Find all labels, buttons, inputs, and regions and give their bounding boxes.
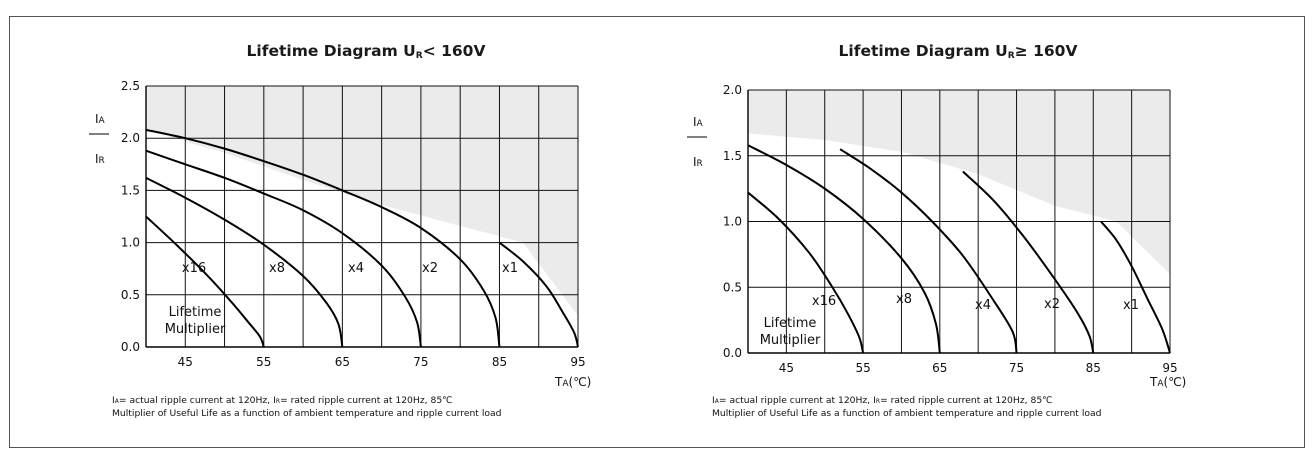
chart-title-sub: R [1008, 51, 1015, 61]
series-label-x2: x2 [422, 261, 438, 276]
chart-title-tail: < 160V [423, 42, 486, 60]
curve-x16 [747, 191, 865, 354]
series-label-x1: x1 [1123, 298, 1139, 313]
caption-line-1-b: = rated ripple current at 120Hz, 85℃ [880, 395, 1053, 406]
y-tick-label: 2.0 [121, 131, 140, 145]
x-tick-label: 45 [779, 361, 794, 375]
curve-x4 [145, 149, 422, 348]
y-label-den-sub: R [697, 159, 703, 169]
chart-title-var: U [995, 42, 1008, 60]
chart-title: Lifetime Diagram UR≥ 160V [839, 42, 1078, 61]
annotation-lifetime: Lifetime [169, 305, 222, 320]
series-label-x1: x1 [502, 261, 518, 276]
caption-ia-main: I [112, 395, 115, 406]
y-label-numerator: IA [693, 115, 704, 129]
curve-x1 [498, 241, 579, 348]
series-label-x4: x4 [348, 261, 364, 276]
x-axis-label: TA(℃) [1149, 375, 1186, 389]
x-label-sub: A [1157, 379, 1164, 389]
series-label-x16: x16 [182, 261, 206, 276]
caption-line-1: IA= actual ripple current at 120Hz, IR= … [112, 395, 453, 406]
x-tick-label: 45 [178, 355, 193, 369]
y-tick-label: 1.5 [723, 149, 742, 163]
series-label-x8: x8 [896, 292, 912, 307]
x-tick-label: 85 [1086, 361, 1101, 375]
y-tick-label: 0.5 [723, 280, 742, 294]
annotation-lifetime: Lifetime [764, 316, 817, 331]
x-tick-label: 55 [256, 355, 271, 369]
chart-title-var: U [403, 42, 416, 60]
shaded-region [748, 90, 1170, 275]
x-tick-label: 75 [413, 355, 428, 369]
series-label-x16: x16 [812, 294, 836, 309]
y-label-num-sub: A [99, 116, 106, 126]
y-tick-label: 0.0 [121, 340, 140, 354]
caption-line-1-a: = actual ripple current at 120Hz, [119, 395, 273, 406]
curve-x4 [839, 148, 1018, 354]
chart-right: x16 x8 x4 x2 x1 Lifetime Multiplier 0.0 0.5 1.0 1.… [687, 42, 1186, 419]
x-axis-label: TA(℃) [554, 375, 591, 389]
y-tick-label: 1.0 [121, 236, 140, 250]
x-tick-label: 65 [335, 355, 350, 369]
annotation-multiplier: Multiplier [165, 322, 226, 337]
caption-ir-main: I [873, 395, 876, 406]
caption-ir-sub: R [876, 398, 880, 405]
x-tick-label: 95 [1162, 361, 1177, 375]
y-label-num-main: I [693, 115, 697, 129]
caption-ir-main: I [273, 395, 276, 406]
curve-x16 [145, 215, 265, 348]
x-label-unit: (℃) [569, 375, 592, 389]
shaded-region [146, 86, 578, 316]
caption-line-1-a: = actual ripple current at 120Hz, [719, 395, 873, 406]
caption-ia-sub: A [715, 398, 720, 405]
y-tick-label: 2.0 [723, 83, 742, 97]
y-label-den-sub: R [99, 156, 105, 166]
caption-ia-main: I [712, 395, 715, 406]
curve-x1 [1100, 220, 1171, 354]
x-tick-label: 55 [855, 361, 870, 375]
y-label-den-main: I [95, 152, 99, 166]
y-tick-label: 0.5 [121, 288, 140, 302]
x-label-main: T [1149, 375, 1158, 389]
caption-line-1-b: = rated ripple current at 120Hz, 85℃ [280, 395, 453, 406]
x-tick-label: 75 [1009, 361, 1024, 375]
curve-x8 [145, 176, 344, 348]
x-tick-label: 85 [492, 355, 507, 369]
x-tick-label: 95 [570, 355, 585, 369]
series-label-x8: x8 [269, 261, 285, 276]
y-label-num-sub: A [697, 119, 704, 129]
x-label-main: T [554, 375, 563, 389]
x-label-sub: A [562, 379, 569, 389]
y-label-num-main: I [95, 112, 99, 126]
y-tick-label: 2.5 [121, 79, 140, 93]
curve-x8 [747, 144, 941, 354]
x-tick-label: 65 [932, 361, 947, 375]
chart-title-text: Lifetime Diagram [247, 42, 404, 60]
y-tick-label: 0.0 [723, 346, 742, 360]
series-label-x4: x4 [975, 298, 991, 313]
x-label-unit: (℃) [1164, 375, 1187, 389]
chart-left: x16 x8 x4 x2 x1 Lifetime Multiplier 0.0 0.5 1.0 1.… [89, 42, 591, 419]
caption-line-2: Multiplier of Useful Life as a function … [112, 408, 501, 419]
y-label-numerator: IA [95, 112, 106, 126]
y-label-den-main: I [693, 155, 697, 169]
y-label-denominator: IR [95, 152, 105, 166]
curve-x2 [145, 128, 501, 348]
chart-title: Lifetime Diagram UR< 160V [247, 42, 486, 61]
caption-line-2: Multiplier of Useful Life as a function … [712, 408, 1101, 419]
chart-title-text: Lifetime Diagram [839, 42, 996, 60]
caption-ir-sub: R [276, 398, 280, 405]
annotation-multiplier: Multiplier [760, 333, 821, 348]
chart-title-sub: R [416, 51, 423, 61]
caption-line-1: IA= actual ripple current at 120Hz, IR= … [712, 395, 1053, 406]
series-label-x2: x2 [1044, 297, 1060, 312]
chart-title-tail: ≥ 160V [1015, 42, 1078, 60]
curve-x2 [962, 170, 1095, 354]
caption-ia-sub: A [115, 398, 120, 405]
y-tick-label: 1.5 [121, 183, 140, 197]
y-label-denominator: IR [693, 155, 703, 169]
y-tick-label: 1.0 [723, 215, 742, 229]
